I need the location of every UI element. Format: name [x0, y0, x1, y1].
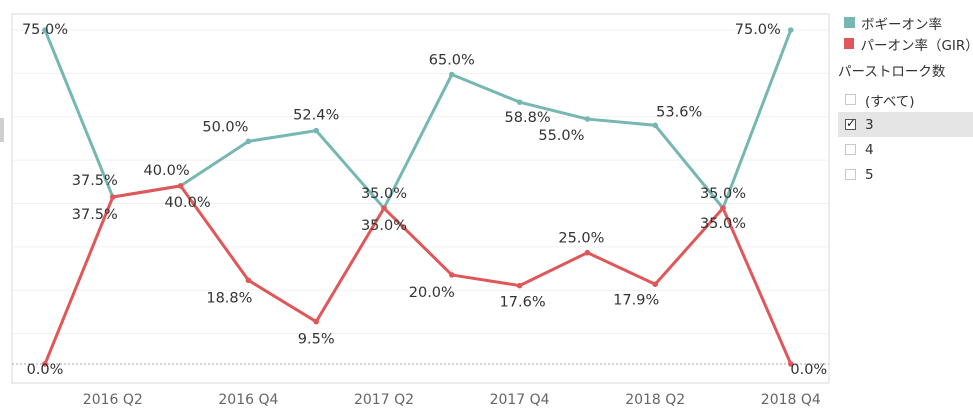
checkbox-all[interactable]: [845, 94, 856, 105]
data-label: 40.0%: [144, 163, 190, 179]
data-label: 37.5%: [72, 207, 118, 223]
data-point: [652, 281, 658, 288]
filter-title: パーストローク数: [838, 64, 946, 80]
filter-item-5[interactable]: 5: [838, 162, 973, 187]
line-chart: 2016 Q2 2016 Q4 2017 Q2 2017 Q4 2018 Q2 2018 …: [11, 13, 830, 408]
filter-label-all: (すべて): [865, 93, 915, 110]
legend-swatch-bogey-on: [844, 17, 855, 28]
data-point: [177, 183, 184, 189]
filter-item-3[interactable]: 3: [838, 112, 973, 137]
data-label: 35.0%: [361, 186, 407, 202]
data-label: 52.4%: [293, 108, 339, 124]
legend-label-gir: パーオン率（GIR）: [860, 37, 973, 54]
data-point: [516, 282, 523, 289]
data-label: 55.0%: [538, 128, 584, 144]
data-label: 0.0%: [27, 362, 64, 378]
data-label: 35.0%: [361, 218, 407, 234]
left-drag-handle[interactable]: [0, 118, 4, 142]
legend-label-bogey-on: ボギーオン率: [861, 16, 942, 33]
data-label: 20.0%: [409, 285, 455, 301]
data-point: [449, 272, 455, 278]
series-line-gir: [43, 184, 793, 365]
data-label: 35.0%: [700, 186, 746, 202]
data-label: 0.0%: [790, 362, 827, 378]
filter-label-5: 5: [865, 166, 874, 183]
data-point: [516, 99, 523, 105]
data-point: [313, 127, 320, 134]
checkbox-3[interactable]: [845, 116, 856, 130]
filter-label-3: 3: [865, 116, 874, 133]
x-tick-label: 2016 Q2: [83, 392, 143, 408]
data-label: 35.0%: [700, 216, 746, 232]
x-tick-label: 2017 Q4: [490, 392, 550, 408]
legend-item-bogey-on[interactable]: ボギーオン率: [838, 12, 973, 33]
data-label: 37.5%: [72, 173, 118, 189]
data-label: 40.0%: [165, 195, 211, 211]
data-point: [245, 277, 252, 284]
filter-label-4: 4: [865, 141, 874, 158]
data-point: [245, 138, 252, 145]
data-point: [720, 205, 726, 211]
data-point: [42, 27, 48, 33]
data-label: 17.9%: [613, 292, 659, 308]
data-label: 9.5%: [298, 332, 335, 348]
filter-item-4[interactable]: 4: [838, 137, 973, 162]
data-label: 75.0%: [735, 22, 781, 38]
data-point: [584, 116, 591, 122]
data-label: 17.6%: [500, 295, 546, 311]
data-label: 65.0%: [429, 53, 475, 69]
data-point: [788, 361, 794, 367]
data-point: [788, 27, 794, 33]
x-tick-label: 2017 Q2: [354, 392, 414, 408]
data-label: 18.8%: [206, 290, 252, 306]
legend-swatch-gir: [844, 38, 855, 49]
data-point: [449, 71, 455, 78]
x-tick-label: 2016 Q4: [218, 392, 278, 408]
checkbox-4[interactable]: [845, 144, 856, 155]
x-tick-label: 2018 Q4: [761, 392, 821, 408]
data-point: [381, 205, 387, 211]
legend-item-gir[interactable]: パーオン率（GIR）: [838, 33, 973, 54]
data-label: 75.0%: [22, 22, 68, 38]
x-tick-label: 2018 Q2: [625, 392, 685, 408]
data-label: 58.8%: [505, 110, 551, 126]
side-panel: ボギーオン率 パーオン率（GIR） パーストローク数 (すべて) 3 4 5: [838, 12, 973, 187]
data-point: [584, 249, 591, 256]
data-label: 50.0%: [202, 119, 248, 135]
data-label: 53.6%: [656, 104, 702, 120]
plot-area: [11, 13, 830, 384]
data-point: [313, 318, 320, 325]
filter-item-all[interactable]: (すべて): [838, 87, 973, 112]
data-point: [652, 122, 658, 129]
data-label: 25.0%: [558, 231, 604, 247]
data-point: [110, 194, 116, 200]
checkbox-5[interactable]: [845, 169, 856, 180]
data-point: [42, 361, 48, 367]
